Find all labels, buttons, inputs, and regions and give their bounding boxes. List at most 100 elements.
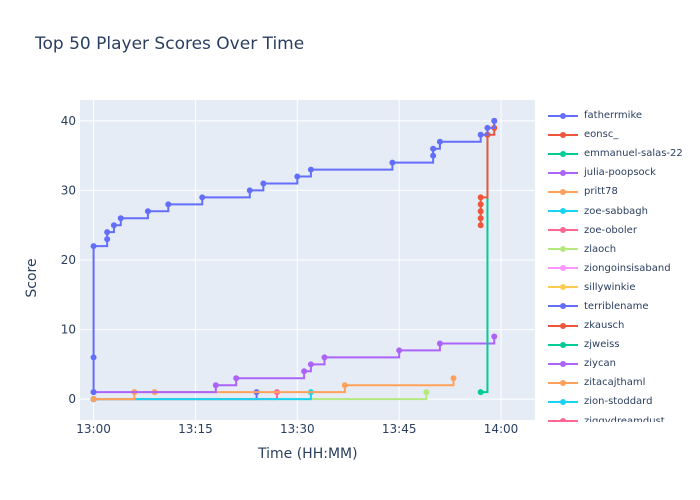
x-tick-label: 13:00	[76, 422, 111, 436]
data-point	[484, 124, 491, 131]
data-point	[491, 117, 498, 124]
data-point	[90, 396, 97, 403]
legend-label: fatherrmike	[584, 110, 643, 122]
legend-item[interactable]: terriblename	[548, 297, 698, 316]
legend-label: ziggydreamdust	[584, 415, 665, 422]
y-tick-label: 10	[61, 323, 76, 337]
legend-label: julia-poopsock	[584, 167, 656, 179]
legend-label: terriblename	[584, 300, 649, 312]
data-point	[104, 236, 111, 243]
legend-item[interactable]: zoe-sabbagh	[548, 201, 698, 220]
legend-swatch	[548, 188, 578, 195]
data-point	[246, 187, 253, 194]
legend-label: ziongoinsisaband	[584, 262, 671, 274]
legend-swatch	[548, 360, 578, 367]
data-point	[477, 208, 484, 215]
x-axis-title: Time (HH:MM)	[258, 446, 358, 462]
legend-label: ziycan	[584, 358, 616, 370]
legend-label: zitacajthaml	[584, 377, 646, 389]
legend-item[interactable]: zkausch	[548, 316, 698, 335]
chart-title: Top 50 Player Scores Over Time	[35, 34, 305, 54]
data-point	[436, 138, 443, 145]
legend-swatch	[548, 131, 578, 138]
legend-swatch	[548, 169, 578, 176]
legend-item[interactable]: zjweiss	[548, 335, 698, 354]
data-point	[491, 333, 498, 340]
series-line	[479, 120, 496, 226]
data-point	[260, 180, 267, 187]
y-tick-label: 20	[61, 253, 76, 267]
legend-swatch	[548, 398, 578, 405]
data-point	[110, 222, 117, 229]
legend-swatch	[548, 418, 578, 422]
legend-swatch	[548, 208, 578, 215]
legend-swatch	[548, 227, 578, 234]
y-tick-label: 40	[61, 114, 76, 128]
data-point	[104, 229, 111, 236]
data-point	[477, 389, 484, 396]
data-point	[321, 354, 328, 361]
x-tick-label: 13:30	[280, 422, 315, 436]
data-point	[396, 347, 403, 354]
data-point	[477, 194, 484, 201]
legend-item[interactable]: ziycan	[548, 354, 698, 373]
legend-item[interactable]: fatherrmike	[548, 106, 698, 125]
y-tick-label: 30	[61, 183, 76, 197]
legend-item[interactable]: sillywinkie	[548, 278, 698, 297]
legend-label: sillywinkie	[584, 281, 636, 293]
legend-swatch	[548, 341, 578, 348]
legend-item[interactable]: zitacajthaml	[548, 373, 698, 392]
legend-label: zlaoch	[584, 243, 617, 255]
data-point	[165, 201, 172, 208]
data-point	[477, 222, 484, 229]
data-point	[477, 201, 484, 208]
legend-swatch	[548, 303, 578, 310]
data-point	[199, 194, 206, 201]
data-point	[389, 159, 396, 166]
legend-item[interactable]: zoe-oboler	[548, 221, 698, 240]
y-axis-title: Score	[24, 258, 40, 298]
x-tick-label: 13:45	[382, 422, 417, 436]
legend-swatch	[548, 246, 578, 253]
legend-swatch	[548, 150, 578, 157]
legend-label: emmanuel-salas-22	[584, 148, 683, 160]
legend-swatch	[548, 379, 578, 386]
data-point	[477, 131, 484, 138]
legend-item[interactable]: ziongoinsisaband	[548, 259, 698, 278]
data-point	[423, 389, 430, 396]
legend-item[interactable]: zion-stoddard	[548, 392, 698, 411]
legend-label: pritt78	[584, 186, 618, 198]
data-point	[341, 382, 348, 389]
legend: fatherrmike eonsc_ emmanuel-salas-22 julia-…	[548, 106, 698, 422]
data-point	[436, 340, 443, 347]
legend-label: zoe-oboler	[584, 224, 637, 236]
data-point	[450, 375, 457, 382]
legend-label: eonsc_	[584, 129, 619, 141]
x-tick-label: 13:15	[178, 422, 213, 436]
x-tick-label: 14:00	[484, 422, 519, 436]
data-point	[430, 152, 437, 159]
data-point	[90, 243, 97, 250]
legend-item[interactable]: ziggydreamdust	[548, 412, 698, 422]
legend-item[interactable]: emmanuel-salas-22	[548, 144, 698, 163]
legend-item[interactable]: zlaoch	[548, 240, 698, 259]
legend-label: zkausch	[584, 320, 625, 332]
data-point	[294, 173, 301, 180]
data-point	[144, 208, 151, 215]
data-point	[477, 215, 484, 222]
legend-item[interactable]: pritt78	[548, 182, 698, 201]
legend-label: zoe-sabbagh	[584, 205, 648, 217]
data-point	[90, 389, 97, 396]
legend-label: zjweiss	[584, 339, 620, 351]
legend-swatch	[548, 112, 578, 119]
data-point	[430, 145, 437, 152]
data-point	[233, 375, 240, 382]
legend-item[interactable]: eonsc_	[548, 125, 698, 144]
legend-item[interactable]: julia-poopsock	[548, 163, 698, 182]
legend-swatch	[548, 265, 578, 272]
legend-swatch	[548, 322, 578, 329]
series-line	[93, 378, 455, 401]
y-tick-label: 0	[68, 392, 76, 406]
data-point	[212, 382, 219, 389]
